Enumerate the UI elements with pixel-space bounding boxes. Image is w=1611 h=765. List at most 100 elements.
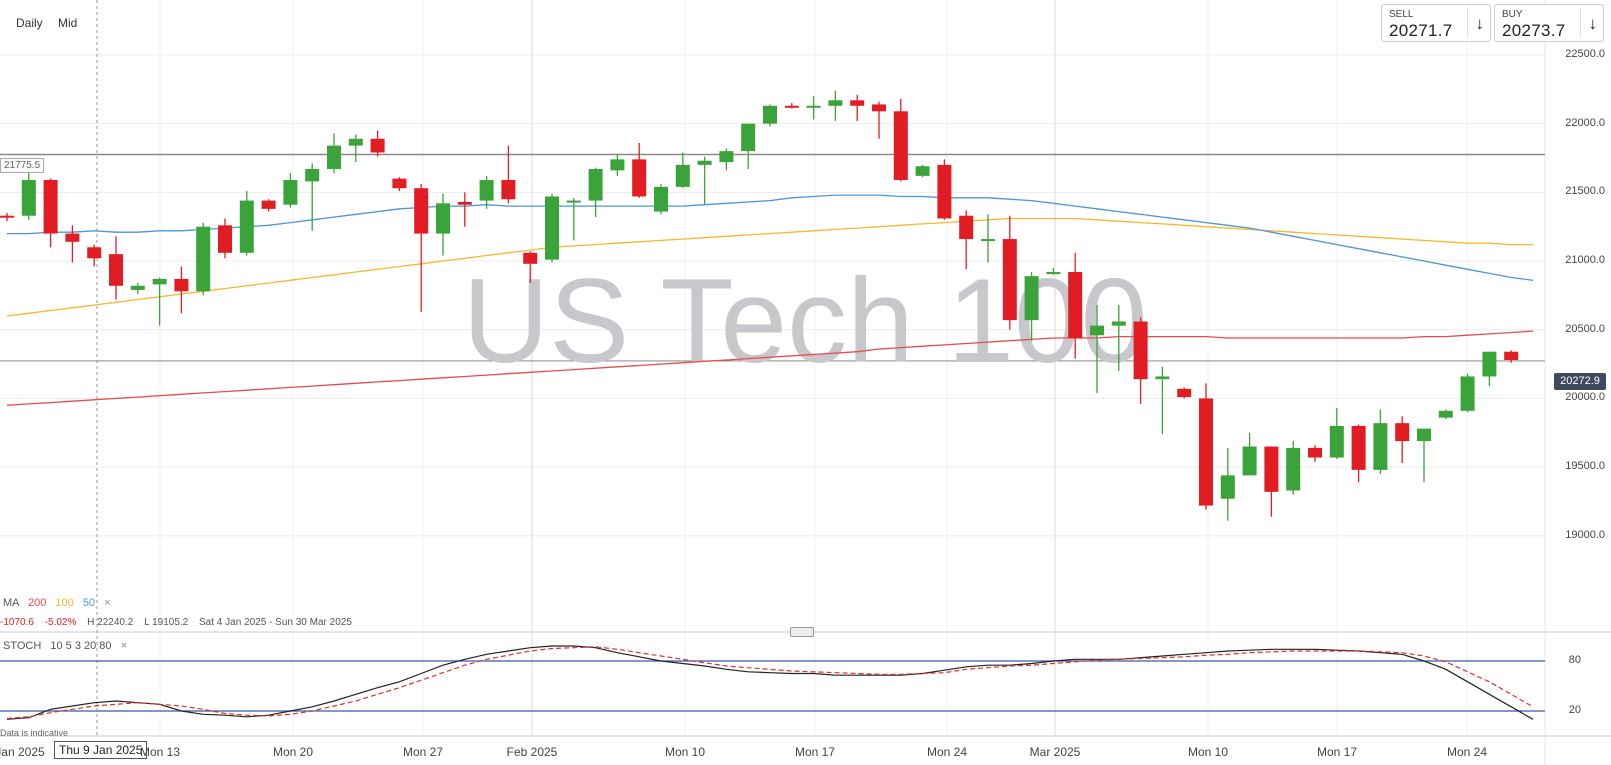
ma50-line: [7, 194, 1534, 281]
candle-body: [348, 138, 363, 146]
crosshair-date-label: Thu 9 Jan 2025: [54, 741, 148, 759]
stat-high: H 22240.2: [87, 617, 134, 628]
stoch-legend-params: 10 5 3 20 80: [50, 640, 112, 652]
buy-arrow-icon: ↓: [1588, 14, 1598, 33]
sell-arrow-icon: ↓: [1475, 14, 1485, 33]
x-tick-label: Feb 2025: [506, 745, 558, 759]
candle-body: [501, 179, 516, 200]
candle-body: [305, 168, 320, 182]
sell-label: SELL: [1389, 9, 1414, 20]
candle-body: [1308, 447, 1322, 458]
candle-body: [1090, 325, 1104, 336]
sell-divider: [1467, 9, 1468, 37]
candle-body: [457, 201, 472, 205]
buy-button[interactable]: BUY 20273.7 ↓: [1494, 4, 1604, 42]
candle-body: [1111, 321, 1126, 326]
watermark-text: US Tech 100: [463, 254, 1148, 388]
candle-body: [872, 104, 886, 112]
candle-body: [436, 203, 450, 234]
candle-body: [1482, 351, 1497, 377]
ma-legend-label: MA: [3, 597, 19, 609]
ma-legend-100[interactable]: 100: [55, 597, 74, 609]
candle-body: [1002, 239, 1017, 321]
stoch-legend-label: STOCH: [3, 640, 42, 652]
candle-body: [239, 200, 254, 253]
stoch-close-icon[interactable]: ×: [120, 640, 128, 652]
candle-body: [414, 188, 429, 234]
y-tick-label: 20000.0: [1565, 391, 1605, 404]
candle-body: [1438, 410, 1453, 418]
candle-body: [218, 225, 232, 253]
candle-body: [1024, 276, 1039, 321]
sell-price: 20271.7: [1389, 21, 1453, 40]
x-tick-label: Mon 24: [1446, 745, 1488, 759]
price-type-selector[interactable]: Mid: [58, 16, 78, 30]
candle-body: [588, 168, 603, 201]
x-tick-label: Mon 24: [926, 745, 968, 759]
pane-splitter-handle[interactable]: [790, 627, 814, 637]
candle-body: [1155, 376, 1170, 380]
candle-body: [1220, 475, 1235, 499]
x-tick-label: Mon 17: [1316, 745, 1358, 759]
candle-body: [741, 123, 756, 152]
current-price-tag: 20272.9: [1554, 373, 1606, 390]
candle-body: [981, 239, 995, 242]
x-tick-label: Mon 27: [402, 745, 444, 759]
candle-body: [654, 186, 668, 212]
y-tick-label: 20500.0: [1565, 322, 1605, 335]
stat-low: L 19105.2: [144, 617, 189, 628]
candle-body: [915, 166, 930, 176]
candle-body: [174, 278, 189, 292]
x-tick-label: Mon 17: [794, 745, 836, 759]
buy-price: 20273.7: [1502, 21, 1566, 40]
y-tick-label: 19500.0: [1565, 460, 1605, 473]
period-selector[interactable]: Daily: [16, 16, 43, 30]
candle-body: [1068, 272, 1083, 338]
x-tick-label: Jan 2025: [0, 745, 45, 759]
stat-change-pct: -5.02%: [44, 617, 77, 628]
candle-body: [1395, 423, 1410, 442]
candle-body: [1329, 425, 1344, 458]
candle-body: [65, 233, 80, 242]
candle-body: [784, 105, 799, 108]
candle-body: [828, 100, 843, 106]
candle-body: [1286, 447, 1301, 491]
candle-body: [370, 138, 385, 153]
ma-legend-200[interactable]: 200: [27, 597, 47, 609]
ma200-line: [6, 330, 1534, 406]
stoch-y-tick-label: 80: [1568, 654, 1581, 666]
y-tick-label: 22500.0: [1565, 47, 1605, 60]
ma-close-icon[interactable]: ×: [104, 597, 111, 609]
horizontal-level-tag[interactable]: 21775.5: [0, 158, 45, 173]
stoch-legend: STOCH 10 5 3 20 80 ×: [3, 640, 127, 652]
ma-legend-50[interactable]: 50: [82, 597, 96, 609]
range-stats: -1070.6 -5.02% H 22240.2 L 19105.2 Sat 4…: [0, 617, 360, 628]
candle-body: [566, 200, 581, 203]
candle-body: [1504, 351, 1519, 360]
candle-body: [1264, 446, 1279, 492]
candle-body: [1199, 398, 1213, 506]
stat-range: Sat 4 Jan 2025 - Sun 30 Mar 2025: [199, 617, 352, 628]
candle-body: [850, 100, 865, 106]
sell-button[interactable]: SELL 20271.7 ↓: [1381, 4, 1491, 42]
x-tick-label: Mon 13: [139, 745, 181, 759]
y-tick-label: 22000.0: [1565, 116, 1605, 129]
candle-body: [959, 215, 974, 240]
candle-body: [21, 179, 36, 216]
candle-body: [261, 200, 276, 209]
candle-body: [675, 164, 690, 187]
candle-body: [763, 105, 777, 124]
candle-body: [523, 252, 538, 264]
ma100-line: [6, 217, 1533, 317]
y-tick-label: 19000.0: [1565, 528, 1605, 541]
x-tick-label: Mon 10: [1187, 745, 1229, 759]
candle-body: [1133, 321, 1148, 380]
stoch-y-tick-label: 20: [1568, 704, 1581, 716]
candle-body: [893, 111, 908, 180]
ma-legend: MA 200 100 50 ×: [3, 597, 111, 609]
candle-body: [283, 179, 298, 205]
x-tick-label: Mar 2025: [1029, 745, 1081, 759]
candle-body: [196, 226, 211, 292]
candle-body: [130, 285, 145, 290]
